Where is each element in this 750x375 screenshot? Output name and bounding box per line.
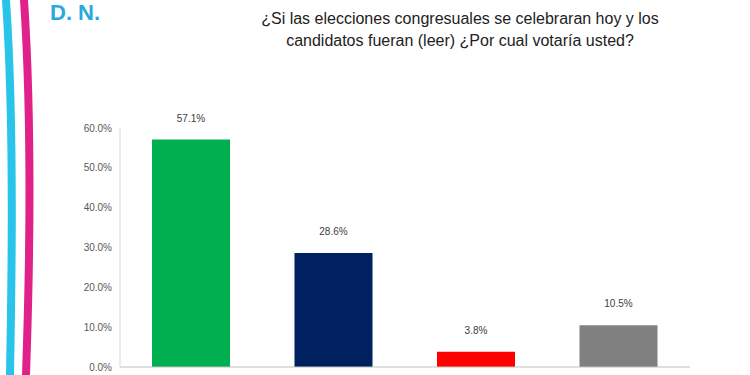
svg-text:57.1%: 57.1% [177, 113, 205, 124]
html-text:D. N.: D. N. [50, 0, 101, 25]
svg-text:10.5%: 10.5% [604, 298, 632, 309]
svg-text:28.6%: 28.6% [319, 226, 347, 237]
svg-text:3.8%: 3.8% [465, 325, 488, 336]
svg-text:20.0%: 20.0% [84, 282, 112, 293]
svg-text:50.0%: 50.0% [84, 162, 112, 173]
html-text:¿Si las elecciones congresuale: ¿Si las elecciones congresuales se celeb… [261, 10, 659, 49]
svg-text:60.0%: 60.0% [84, 123, 112, 134]
svg-text:30.0%: 30.0% [84, 242, 112, 253]
svg-text:10.0%: 10.0% [84, 322, 112, 333]
svg-text:40.0%: 40.0% [84, 202, 112, 213]
svg-text:0.0%: 0.0% [89, 362, 112, 373]
